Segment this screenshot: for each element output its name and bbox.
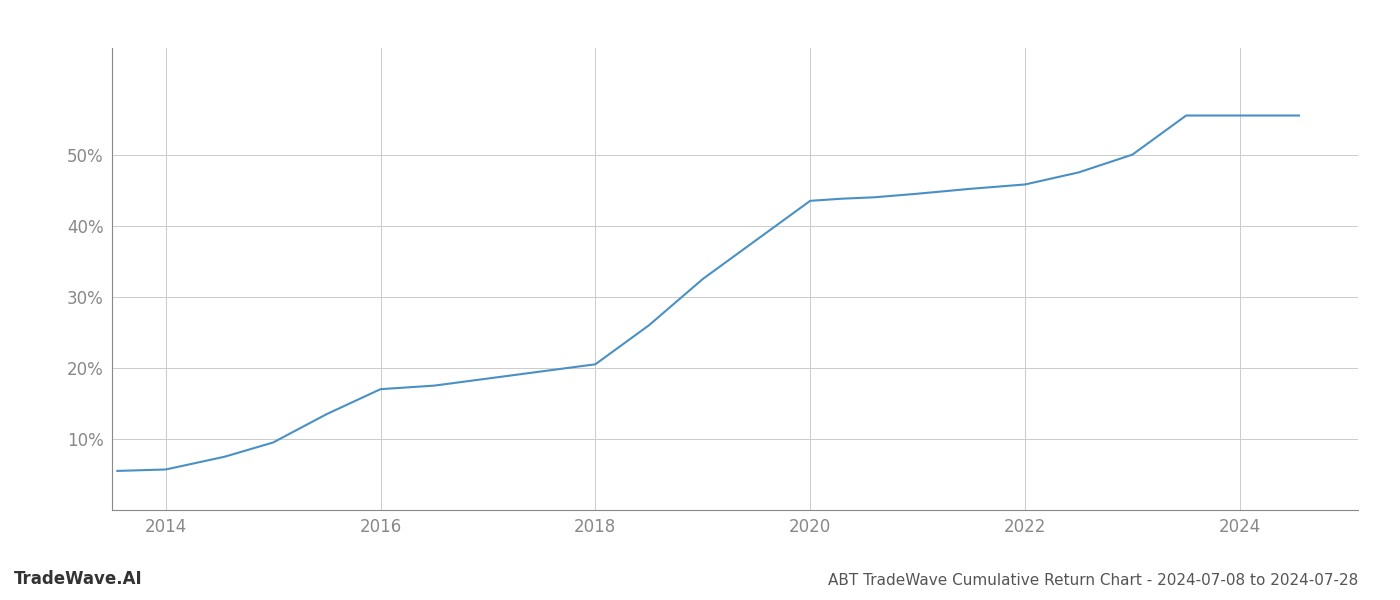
Text: ABT TradeWave Cumulative Return Chart - 2024-07-08 to 2024-07-28: ABT TradeWave Cumulative Return Chart - … <box>827 573 1358 588</box>
Text: TradeWave.AI: TradeWave.AI <box>14 570 143 588</box>
